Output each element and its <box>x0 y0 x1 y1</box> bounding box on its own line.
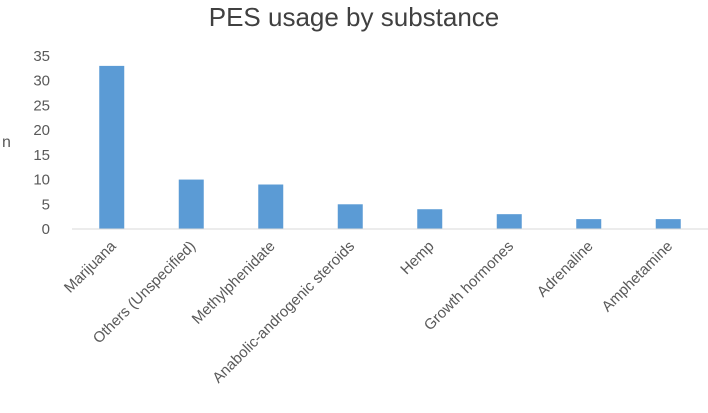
bar <box>178 179 204 229</box>
bar <box>258 184 284 229</box>
bar <box>337 204 363 229</box>
x-category-label: Amphetamine <box>599 238 676 315</box>
y-axis-label: n <box>2 134 11 151</box>
x-category-label: Marijuana <box>61 237 120 296</box>
x-category-label: Growth hormones <box>421 238 517 334</box>
chart-title: PES usage by substance <box>208 2 500 32</box>
y-tick-label: 15 <box>33 147 50 164</box>
bars <box>99 65 681 229</box>
y-tick-label: 30 <box>33 73 50 90</box>
y-tick-label: 10 <box>33 172 50 189</box>
x-category-label: Methylphenidate <box>189 238 279 328</box>
bar <box>576 219 602 229</box>
bar <box>417 209 443 229</box>
y-tick-label: 0 <box>42 221 50 238</box>
bar <box>655 219 681 229</box>
y-tick-label: 5 <box>42 196 50 213</box>
bar <box>496 214 522 229</box>
y-axis-ticks: 0 5 10 15 20 25 30 35 <box>33 48 50 238</box>
bar <box>99 65 125 229</box>
y-tick-label: 35 <box>33 48 50 65</box>
x-category-label: Adrenaline <box>534 238 597 301</box>
x-category-label: Anabolic-androgenic steroids <box>209 238 358 387</box>
y-tick-label: 25 <box>33 97 50 114</box>
y-tick-label: 20 <box>33 122 50 139</box>
x-category-label: Hemp <box>397 238 437 278</box>
